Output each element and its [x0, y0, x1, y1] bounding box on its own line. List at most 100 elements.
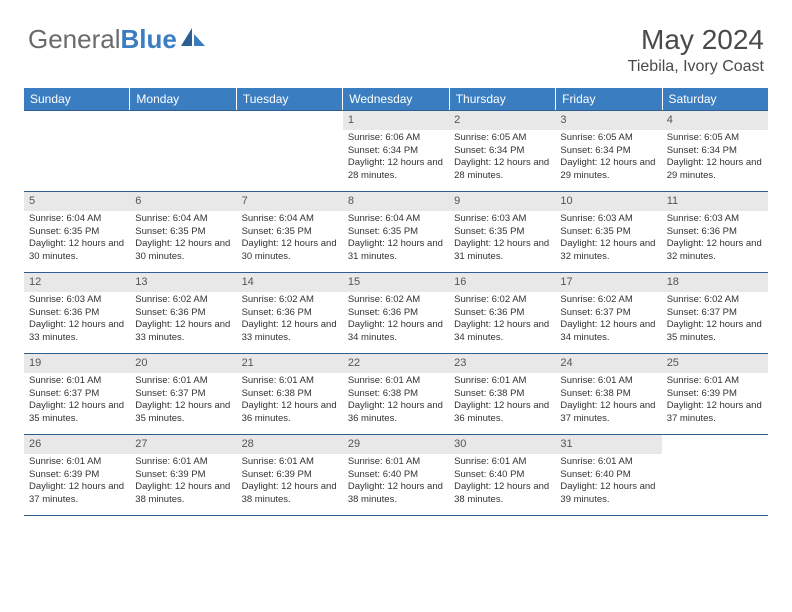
- daylight-line: Daylight: 12 hours and 28 minutes.: [454, 157, 550, 183]
- day-details: Sunrise: 6:05 AMSunset: 6:34 PMDaylight:…: [449, 130, 555, 187]
- calendar-header-cell: Monday: [130, 88, 236, 110]
- sunset-line: Sunset: 6:40 PM: [454, 469, 550, 482]
- day-number: 25: [662, 354, 768, 373]
- sunset-line: Sunset: 6:34 PM: [667, 145, 763, 158]
- calendar-cell: 26Sunrise: 6:01 AMSunset: 6:39 PMDayligh…: [24, 435, 130, 515]
- day-number: 9: [449, 192, 555, 211]
- sunrise-line: Sunrise: 6:01 AM: [667, 375, 763, 388]
- daylight-line: Daylight: 12 hours and 30 minutes.: [242, 238, 338, 264]
- month-title: May 2024: [628, 24, 764, 56]
- sunset-line: Sunset: 6:34 PM: [454, 145, 550, 158]
- daylight-line: Daylight: 12 hours and 37 minutes.: [29, 481, 125, 507]
- daylight-line: Daylight: 12 hours and 36 minutes.: [454, 400, 550, 426]
- day-details: Sunrise: 6:01 AMSunset: 6:38 PMDaylight:…: [555, 373, 661, 430]
- day-number: 24: [555, 354, 661, 373]
- daylight-line: Daylight: 12 hours and 30 minutes.: [135, 238, 231, 264]
- calendar-cell: 8Sunrise: 6:04 AMSunset: 6:35 PMDaylight…: [343, 192, 449, 272]
- sunrise-line: Sunrise: 6:04 AM: [135, 213, 231, 226]
- sunset-line: Sunset: 6:39 PM: [135, 469, 231, 482]
- calendar-header-cell: Wednesday: [343, 88, 449, 110]
- day-number: 23: [449, 354, 555, 373]
- sunset-line: Sunset: 6:34 PM: [348, 145, 444, 158]
- day-details: Sunrise: 6:03 AMSunset: 6:36 PMDaylight:…: [662, 211, 768, 268]
- daylight-line: Daylight: 12 hours and 37 minutes.: [667, 400, 763, 426]
- daylight-line: Daylight: 12 hours and 29 minutes.: [667, 157, 763, 183]
- sunrise-line: Sunrise: 6:03 AM: [667, 213, 763, 226]
- sunset-line: Sunset: 6:40 PM: [560, 469, 656, 482]
- day-number: 22: [343, 354, 449, 373]
- sunset-line: Sunset: 6:36 PM: [29, 307, 125, 320]
- calendar-cell: 12Sunrise: 6:03 AMSunset: 6:36 PMDayligh…: [24, 273, 130, 353]
- sunrise-line: Sunrise: 6:03 AM: [454, 213, 550, 226]
- day-details: Sunrise: 6:02 AMSunset: 6:36 PMDaylight:…: [449, 292, 555, 349]
- sunset-line: Sunset: 6:39 PM: [667, 388, 763, 401]
- sunset-line: Sunset: 6:35 PM: [242, 226, 338, 239]
- day-number: 8: [343, 192, 449, 211]
- day-number: 4: [662, 111, 768, 130]
- sunset-line: Sunset: 6:36 PM: [667, 226, 763, 239]
- sunrise-line: Sunrise: 6:01 AM: [29, 456, 125, 469]
- day-details: Sunrise: 6:04 AMSunset: 6:35 PMDaylight:…: [130, 211, 236, 268]
- day-details: Sunrise: 6:04 AMSunset: 6:35 PMDaylight:…: [343, 211, 449, 268]
- daylight-line: Daylight: 12 hours and 29 minutes.: [560, 157, 656, 183]
- sunset-line: Sunset: 6:34 PM: [560, 145, 656, 158]
- logo-sail-icon: [181, 24, 207, 55]
- daylight-line: Daylight: 12 hours and 38 minutes.: [242, 481, 338, 507]
- sunset-line: Sunset: 6:35 PM: [29, 226, 125, 239]
- day-number: 10: [555, 192, 661, 211]
- sunrise-line: Sunrise: 6:01 AM: [560, 456, 656, 469]
- calendar-cell: 3Sunrise: 6:05 AMSunset: 6:34 PMDaylight…: [555, 111, 661, 191]
- title-block: May 2024 Tiebila, Ivory Coast: [628, 24, 764, 76]
- sunrise-line: Sunrise: 6:04 AM: [242, 213, 338, 226]
- day-details: Sunrise: 6:05 AMSunset: 6:34 PMDaylight:…: [555, 130, 661, 187]
- calendar-cell: 20Sunrise: 6:01 AMSunset: 6:37 PMDayligh…: [130, 354, 236, 434]
- day-number: 5: [24, 192, 130, 211]
- sunset-line: Sunset: 6:37 PM: [135, 388, 231, 401]
- day-number: 28: [237, 435, 343, 454]
- calendar-cell: 28Sunrise: 6:01 AMSunset: 6:39 PMDayligh…: [237, 435, 343, 515]
- sunset-line: Sunset: 6:39 PM: [29, 469, 125, 482]
- calendar-cell: 13Sunrise: 6:02 AMSunset: 6:36 PMDayligh…: [130, 273, 236, 353]
- calendar-header-cell: Sunday: [24, 88, 130, 110]
- daylight-line: Daylight: 12 hours and 36 minutes.: [242, 400, 338, 426]
- sunset-line: Sunset: 6:35 PM: [560, 226, 656, 239]
- sunrise-line: Sunrise: 6:01 AM: [29, 375, 125, 388]
- calendar-cell: 4Sunrise: 6:05 AMSunset: 6:34 PMDaylight…: [662, 111, 768, 191]
- sunrise-line: Sunrise: 6:01 AM: [242, 456, 338, 469]
- calendar-cell: 5Sunrise: 6:04 AMSunset: 6:35 PMDaylight…: [24, 192, 130, 272]
- page-header: GeneralBlue May 2024 Tiebila, Ivory Coas…: [0, 0, 792, 84]
- calendar-row: 5Sunrise: 6:04 AMSunset: 6:35 PMDaylight…: [24, 192, 768, 273]
- sunrise-line: Sunrise: 6:01 AM: [135, 456, 231, 469]
- sunrise-line: Sunrise: 6:01 AM: [454, 375, 550, 388]
- day-details: Sunrise: 6:06 AMSunset: 6:34 PMDaylight:…: [343, 130, 449, 187]
- day-details: Sunrise: 6:04 AMSunset: 6:35 PMDaylight:…: [237, 211, 343, 268]
- sunset-line: Sunset: 6:40 PM: [348, 469, 444, 482]
- sunset-line: Sunset: 6:35 PM: [135, 226, 231, 239]
- sunrise-line: Sunrise: 6:04 AM: [29, 213, 125, 226]
- sunrise-line: Sunrise: 6:02 AM: [560, 294, 656, 307]
- sunrise-line: Sunrise: 6:02 AM: [667, 294, 763, 307]
- calendar-cell: 19Sunrise: 6:01 AMSunset: 6:37 PMDayligh…: [24, 354, 130, 434]
- daylight-line: Daylight: 12 hours and 31 minutes.: [348, 238, 444, 264]
- calendar-cell: 21Sunrise: 6:01 AMSunset: 6:38 PMDayligh…: [237, 354, 343, 434]
- calendar-header-cell: Saturday: [663, 88, 768, 110]
- daylight-line: Daylight: 12 hours and 32 minutes.: [560, 238, 656, 264]
- daylight-line: Daylight: 12 hours and 33 minutes.: [135, 319, 231, 345]
- calendar-cell: 30Sunrise: 6:01 AMSunset: 6:40 PMDayligh…: [449, 435, 555, 515]
- calendar-cell: 6Sunrise: 6:04 AMSunset: 6:35 PMDaylight…: [130, 192, 236, 272]
- day-details: Sunrise: 6:01 AMSunset: 6:38 PMDaylight:…: [449, 373, 555, 430]
- daylight-line: Daylight: 12 hours and 32 minutes.: [667, 238, 763, 264]
- day-number: 27: [130, 435, 236, 454]
- calendar-cell: 23Sunrise: 6:01 AMSunset: 6:38 PMDayligh…: [449, 354, 555, 434]
- sunrise-line: Sunrise: 6:02 AM: [242, 294, 338, 307]
- sunset-line: Sunset: 6:38 PM: [242, 388, 338, 401]
- daylight-line: Daylight: 12 hours and 33 minutes.: [29, 319, 125, 345]
- calendar-row: 19Sunrise: 6:01 AMSunset: 6:37 PMDayligh…: [24, 354, 768, 435]
- location: Tiebila, Ivory Coast: [628, 58, 764, 76]
- sunrise-line: Sunrise: 6:01 AM: [348, 456, 444, 469]
- daylight-line: Daylight: 12 hours and 35 minutes.: [29, 400, 125, 426]
- sunrise-line: Sunrise: 6:02 AM: [135, 294, 231, 307]
- daylight-line: Daylight: 12 hours and 33 minutes.: [242, 319, 338, 345]
- sunrise-line: Sunrise: 6:04 AM: [348, 213, 444, 226]
- daylight-line: Daylight: 12 hours and 35 minutes.: [135, 400, 231, 426]
